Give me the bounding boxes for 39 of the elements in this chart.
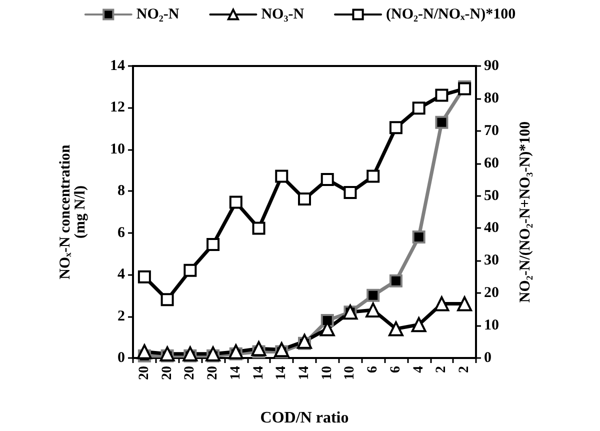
- y2-tick-label: 90: [484, 58, 499, 74]
- y2-axis-title: NO₂-N/(NO₂-N+NO₃-N)*100: [518, 121, 534, 303]
- y2-tick-label: 60: [484, 155, 499, 172]
- y-tick-label: 10: [110, 141, 125, 158]
- y2-tick-label: 0: [484, 350, 492, 366]
- x-axis-title: COD/N ratio: [260, 410, 349, 426]
- legend-label: NO₃-N: [261, 6, 304, 22]
- y2-tick-label: 50: [484, 188, 499, 204]
- y-tick-label: 2: [118, 308, 125, 324]
- x-tick-label: 20: [182, 366, 198, 380]
- legend-label: (NO₂-N/NOₓ-N)*100: [386, 6, 516, 22]
- legend-label: NO₂-N: [136, 6, 180, 22]
- x-tick-label: 20: [206, 366, 221, 380]
- y-tick-label: 6: [118, 224, 126, 241]
- y-axis-title: NOₓ-N concentration (mg N/l): [58, 144, 88, 280]
- x-tick-label: 6: [388, 366, 404, 373]
- y2-tick-label: 40: [484, 220, 499, 236]
- y2-tick-label: 80: [484, 90, 499, 106]
- y-tick-label: 12: [110, 100, 125, 116]
- x-tick-label: 14: [228, 366, 244, 380]
- y-tick-label: 8: [118, 183, 125, 200]
- x-tick-label: 6: [366, 366, 381, 373]
- y2-tick-label: 10: [484, 318, 499, 334]
- y2-tick-label: 30: [484, 252, 499, 269]
- x-tick-label: 14: [251, 366, 266, 380]
- y-tick-label: 14: [110, 58, 126, 74]
- x-tick-label: 20: [160, 366, 175, 380]
- x-tick-label: 14: [297, 366, 312, 380]
- x-tick-label: 4: [411, 366, 426, 373]
- y-tick-label: 4: [118, 266, 126, 283]
- y2-tick-label: 70: [484, 122, 499, 139]
- x-tick-label: 2: [434, 366, 450, 373]
- x-tick-label: 2: [457, 366, 472, 373]
- x-tick-label: 10: [342, 366, 358, 380]
- x-tick-label: 20: [136, 366, 152, 380]
- x-tick-label: 14: [274, 366, 290, 380]
- y2-tick-label: 20: [484, 285, 499, 302]
- x-tick-label: 10: [320, 366, 335, 380]
- y-tick-label: 0: [118, 350, 125, 366]
